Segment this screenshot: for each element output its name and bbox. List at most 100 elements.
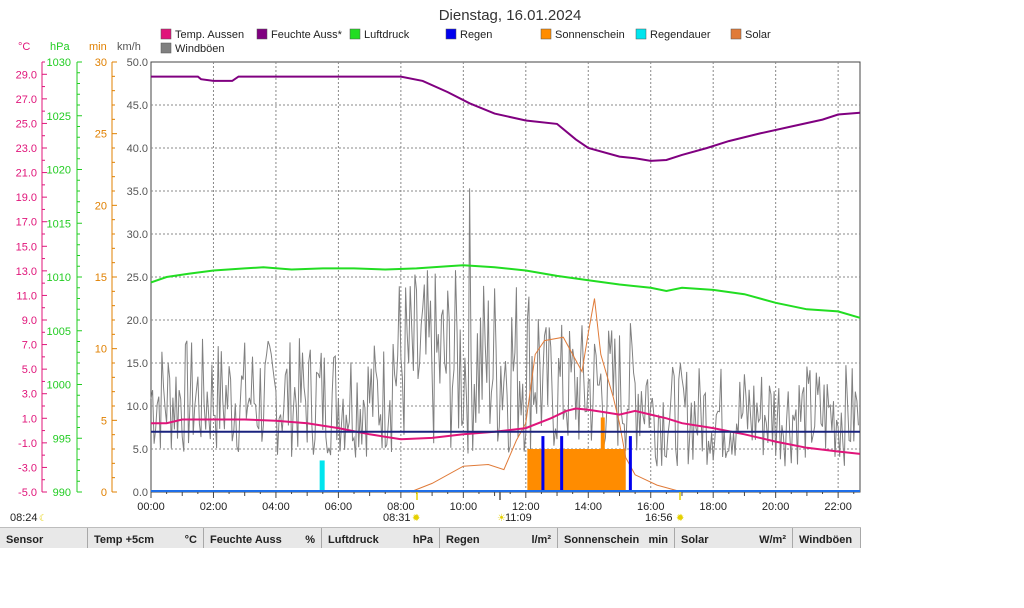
gust-line	[150, 188, 859, 467]
temp-tick-label: 1.0	[22, 413, 37, 425]
col-label: Sensor	[6, 534, 44, 546]
wind-tick-label: 45.0	[127, 100, 148, 112]
temp-tick-label: 27.0	[16, 94, 37, 106]
minutes-tick-label: 0	[101, 487, 107, 499]
minutes-axis-unit: min	[89, 41, 107, 53]
sunrise-icon: ✹	[412, 513, 420, 524]
col-solar[interactable]: Solar W/m²	[675, 528, 793, 548]
wind-tick-label: 50.0	[127, 57, 148, 69]
col-label: Luftdruck	[328, 534, 379, 546]
noon-icon: ☀	[497, 513, 506, 524]
minutes-tick-label: 10	[95, 344, 107, 356]
legend: Temp. Aussen Feuchte Auss* Luftdruck Regen S…	[160, 28, 771, 55]
pressure-tick-label: 995	[53, 433, 71, 445]
col-label: Feuchte Auss	[210, 534, 282, 546]
col-sunshine[interactable]: Sonnenschein min	[558, 528, 675, 548]
temp-tick-label: 7.0	[22, 340, 37, 352]
legend-label: Regen	[460, 29, 492, 41]
temp-tick-label: 29.0	[16, 69, 37, 81]
x-tick-label: 00:00	[137, 501, 165, 513]
col-unit: °C	[184, 534, 197, 546]
legend-swatch	[256, 28, 268, 40]
minutes-tick-label: 5	[101, 415, 107, 427]
legend-label: Feuchte Auss*	[271, 29, 343, 41]
legend-label: Temp. Aussen	[175, 29, 244, 41]
legend-swatch	[635, 28, 647, 40]
pressure-tick-label: 1030	[47, 57, 71, 69]
x-tick-label: 04:00	[262, 501, 290, 513]
x-tick-label: 18:00	[699, 501, 727, 513]
pressure-tick-label: 990	[53, 487, 71, 499]
temp-tick-label: 15.0	[16, 241, 37, 253]
wind-tick-label: 30.0	[127, 229, 148, 241]
temp-tick-label: 17.0	[16, 217, 37, 229]
sunset-icon: ✹	[676, 513, 684, 524]
col-temp[interactable]: Temp +5cm °C	[88, 528, 204, 548]
col-gust[interactable]: Windböen	[793, 528, 861, 548]
x-axis: 00:00 02:00 04:00 06:00 08:00 10:00 12:00 14:00…	[137, 492, 855, 513]
legend-swatch	[445, 28, 457, 40]
wind-tick-label: 15.0	[127, 358, 148, 370]
temp-axis-unit: °C	[18, 41, 30, 53]
temp-tick-label: -3.0	[18, 462, 37, 474]
col-rain[interactable]: Regen l/m²	[440, 528, 558, 548]
temp-tick-label: 21.0	[16, 168, 37, 180]
col-unit: hPa	[412, 534, 433, 546]
legend-swatch	[730, 28, 742, 40]
humidity-line	[151, 75, 861, 162]
x-tick-label: 20:00	[762, 501, 790, 513]
pressure-tick-label: 1015	[47, 218, 71, 230]
temp-tick-label: 5.0	[22, 364, 37, 376]
pressure-axis-unit: hPa	[50, 41, 70, 53]
wind-tick-label: 35.0	[127, 186, 148, 198]
pressure-tick-label: 1000	[47, 380, 71, 392]
minutes-tick-label: 30	[95, 57, 107, 69]
col-label: Windböen	[799, 534, 853, 546]
temp-tick-label: 9.0	[22, 315, 37, 327]
sunshine-bar	[600, 417, 605, 492]
col-label: Solar	[681, 534, 709, 546]
temp-tick-label: 13.0	[16, 266, 37, 278]
wind-axis-unit: km/h	[117, 41, 141, 53]
col-humidity[interactable]: Feuchte Auss%	[204, 528, 322, 548]
col-pressure[interactable]: Luftdruck hPa	[322, 528, 440, 548]
minutes-tick-label: 20	[95, 200, 107, 212]
solar-line	[410, 298, 683, 493]
x-tick-label: 02:00	[200, 501, 228, 513]
col-unit: min	[648, 534, 668, 546]
x-tick-label: 06:00	[325, 501, 353, 513]
temp-tick-label: -1.0	[18, 438, 37, 450]
x-tick-label: 12:00	[512, 501, 540, 513]
chart-title: Dienstag, 16.01.2024	[439, 7, 582, 24]
col-label: Sonnenschein	[564, 534, 640, 546]
plot-frame	[150, 61, 861, 493]
rain-duration-bar	[319, 460, 325, 492]
x-tick-label: 10:00	[450, 501, 478, 513]
col-sensor[interactable]: Sensor	[0, 528, 88, 548]
rain-bar	[560, 436, 564, 492]
temp-tick-label: -5.0	[18, 487, 37, 499]
wind-tick-label: 25.0	[127, 272, 148, 284]
temp-tick-label: 3.0	[22, 389, 37, 401]
legend-label: Regendauer	[650, 29, 711, 41]
legend-swatch	[160, 42, 172, 54]
temp-tick-label: 19.0	[16, 192, 37, 204]
col-unit: l/m²	[531, 534, 551, 546]
pressure-line	[150, 264, 861, 319]
y-axes: °C hPa min km/h 29.0 27.0 25.0 23.0 21.0 19.0 17.0…	[16, 41, 148, 499]
temp-tick-label: 11.0	[16, 290, 37, 302]
wind-tick-label: 5.0	[133, 444, 148, 456]
wind-tick-label: 40.0	[127, 143, 148, 155]
x-tick-label: 08:00	[387, 501, 415, 513]
plot-area	[150, 61, 861, 493]
temp-tick-label: 25.0	[16, 118, 37, 130]
pressure-tick-label: 1025	[47, 111, 71, 123]
sun-markers: 08:24 ☾ 08:31 ✹ 11:09☀ 16:56 ✹	[10, 492, 684, 524]
wind-tick-label: 20.0	[127, 315, 148, 327]
wind-tick-label: 0.0	[133, 487, 148, 499]
legend-label: Windböen	[175, 43, 225, 55]
rain-bar	[541, 436, 545, 492]
sunrise-label: 08:31	[383, 512, 411, 524]
noon-label: 11:09	[505, 512, 532, 524]
